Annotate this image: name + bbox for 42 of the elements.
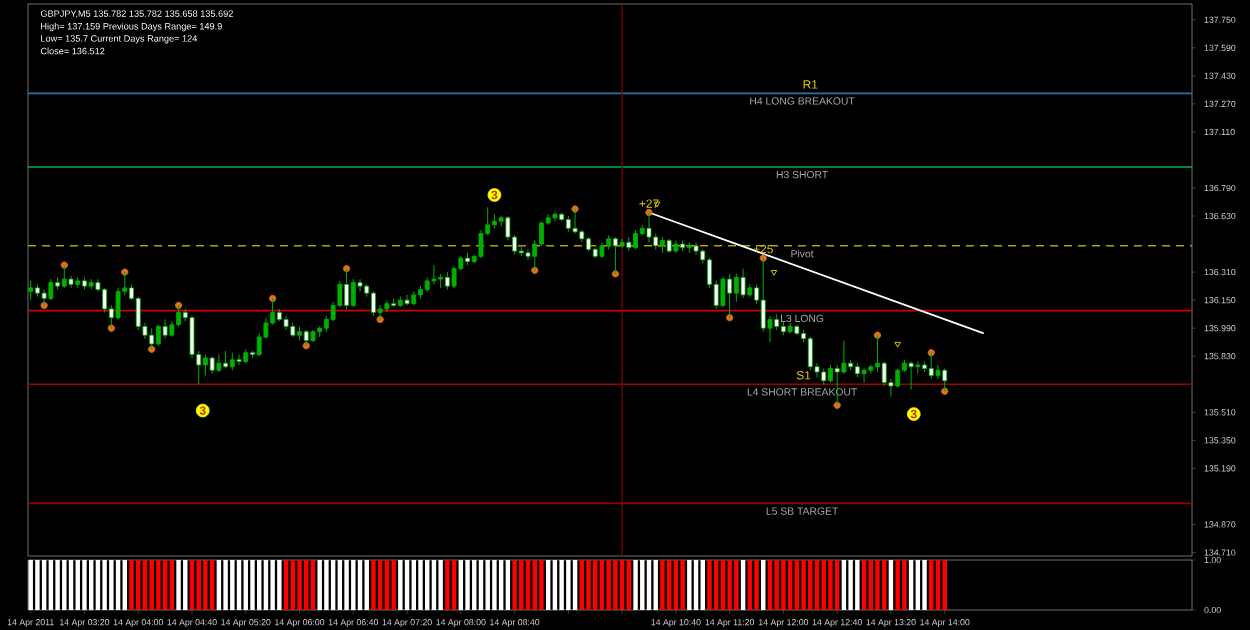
point <box>941 387 949 395</box>
point <box>342 265 351 273</box>
point <box>770 270 778 276</box>
candlestick <box>41 289 47 306</box>
candlestick <box>236 353 242 366</box>
candlestick <box>61 264 67 289</box>
candlestick <box>612 236 618 275</box>
point <box>148 345 156 353</box>
candlestick <box>371 290 376 317</box>
candlestick <box>155 324 161 347</box>
candlestick <box>619 238 625 249</box>
candlestick <box>727 273 733 319</box>
candlestick <box>693 241 699 256</box>
candlestick <box>942 367 948 392</box>
candlestick <box>404 294 410 306</box>
candlestick <box>928 352 934 380</box>
candlestick <box>807 336 813 371</box>
candlestick <box>861 367 867 384</box>
point <box>894 341 901 348</box>
point <box>833 401 841 409</box>
candlestick <box>935 364 941 380</box>
candlestick <box>344 268 349 310</box>
candlestick <box>572 208 578 235</box>
candlestick <box>525 248 531 261</box>
candlestick <box>48 278 54 301</box>
candlestick <box>633 229 638 250</box>
candlestick <box>908 360 914 391</box>
point <box>376 315 384 324</box>
candlestick <box>149 327 155 350</box>
candlestick <box>28 280 34 301</box>
point <box>107 324 115 332</box>
candlestick <box>162 318 168 340</box>
candlestick <box>350 278 356 308</box>
point <box>531 266 539 274</box>
candlestick <box>431 264 437 285</box>
candlestick <box>740 268 746 299</box>
candlestick <box>733 273 739 303</box>
candlestick <box>102 287 108 313</box>
candlestick <box>203 353 208 376</box>
point <box>927 349 935 357</box>
candlestick <box>216 353 222 373</box>
candlestick <box>895 367 901 389</box>
